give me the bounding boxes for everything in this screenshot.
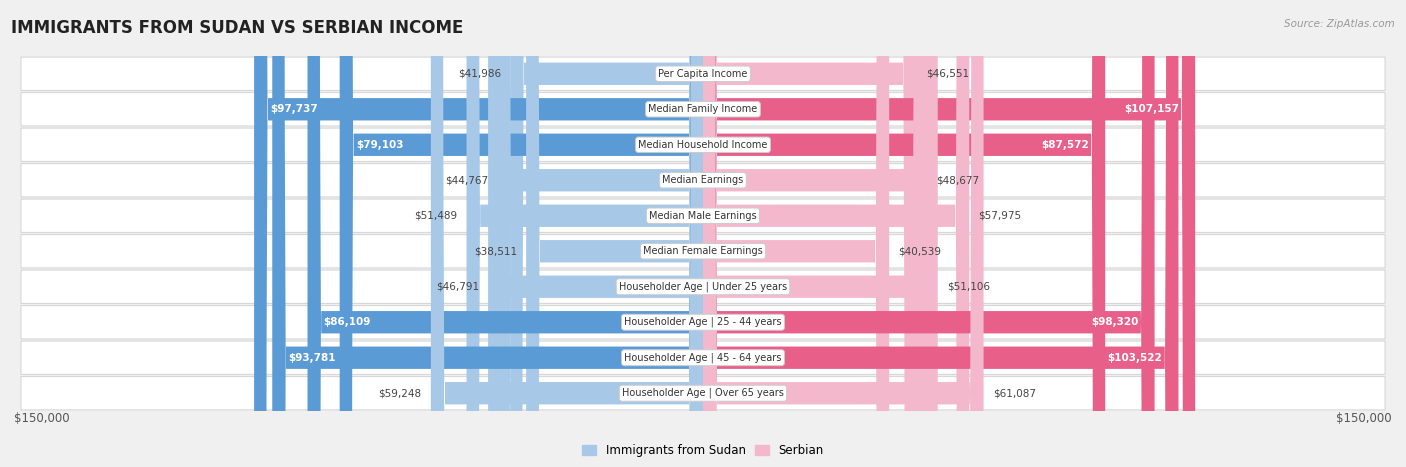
Text: $51,489: $51,489 bbox=[415, 211, 457, 221]
Text: $40,539: $40,539 bbox=[898, 246, 942, 256]
FancyBboxPatch shape bbox=[488, 0, 703, 467]
Text: Householder Age | Over 65 years: Householder Age | Over 65 years bbox=[621, 388, 785, 398]
Text: $44,767: $44,767 bbox=[446, 175, 488, 185]
FancyBboxPatch shape bbox=[703, 0, 1105, 467]
FancyBboxPatch shape bbox=[21, 270, 1385, 304]
Text: $79,103: $79,103 bbox=[356, 140, 404, 150]
FancyBboxPatch shape bbox=[21, 305, 1385, 339]
Text: $38,511: $38,511 bbox=[474, 246, 517, 256]
Text: $93,781: $93,781 bbox=[288, 353, 336, 363]
Text: $150,000: $150,000 bbox=[1336, 412, 1392, 425]
FancyBboxPatch shape bbox=[21, 199, 1385, 233]
FancyBboxPatch shape bbox=[21, 57, 1385, 91]
FancyBboxPatch shape bbox=[340, 0, 703, 467]
Text: $46,551: $46,551 bbox=[927, 69, 969, 79]
Text: Median Earnings: Median Earnings bbox=[662, 175, 744, 185]
FancyBboxPatch shape bbox=[703, 0, 1195, 467]
Text: $57,975: $57,975 bbox=[979, 211, 1022, 221]
Text: Householder Age | 25 - 44 years: Householder Age | 25 - 44 years bbox=[624, 317, 782, 327]
Text: Median Household Income: Median Household Income bbox=[638, 140, 768, 150]
Text: $107,157: $107,157 bbox=[1123, 104, 1180, 114]
FancyBboxPatch shape bbox=[510, 0, 703, 467]
FancyBboxPatch shape bbox=[21, 92, 1385, 126]
FancyBboxPatch shape bbox=[526, 0, 703, 467]
Text: $48,677: $48,677 bbox=[936, 175, 979, 185]
Text: $97,737: $97,737 bbox=[270, 104, 318, 114]
FancyBboxPatch shape bbox=[21, 376, 1385, 410]
FancyBboxPatch shape bbox=[703, 0, 917, 467]
Text: Median Family Income: Median Family Income bbox=[648, 104, 758, 114]
Text: Median Female Earnings: Median Female Earnings bbox=[643, 246, 763, 256]
Text: $46,791: $46,791 bbox=[436, 282, 479, 292]
FancyBboxPatch shape bbox=[703, 0, 1154, 467]
Text: $61,087: $61,087 bbox=[993, 388, 1036, 398]
FancyBboxPatch shape bbox=[703, 0, 927, 467]
Legend: Immigrants from Sudan, Serbian: Immigrants from Sudan, Serbian bbox=[578, 439, 828, 462]
FancyBboxPatch shape bbox=[703, 0, 969, 467]
FancyBboxPatch shape bbox=[703, 0, 938, 467]
FancyBboxPatch shape bbox=[430, 0, 703, 467]
Text: $103,522: $103,522 bbox=[1108, 353, 1163, 363]
Text: $98,320: $98,320 bbox=[1091, 317, 1139, 327]
Text: IMMIGRANTS FROM SUDAN VS SERBIAN INCOME: IMMIGRANTS FROM SUDAN VS SERBIAN INCOME bbox=[11, 19, 464, 37]
Text: $150,000: $150,000 bbox=[14, 412, 70, 425]
FancyBboxPatch shape bbox=[21, 341, 1385, 375]
Text: Householder Age | 45 - 64 years: Householder Age | 45 - 64 years bbox=[624, 353, 782, 363]
Text: Per Capita Income: Per Capita Income bbox=[658, 69, 748, 79]
FancyBboxPatch shape bbox=[703, 0, 1178, 467]
FancyBboxPatch shape bbox=[254, 0, 703, 467]
Text: $41,986: $41,986 bbox=[458, 69, 501, 79]
FancyBboxPatch shape bbox=[308, 0, 703, 467]
Text: $59,248: $59,248 bbox=[378, 388, 422, 398]
FancyBboxPatch shape bbox=[703, 0, 889, 467]
Text: $51,106: $51,106 bbox=[946, 282, 990, 292]
Text: Householder Age | Under 25 years: Householder Age | Under 25 years bbox=[619, 282, 787, 292]
Text: $86,109: $86,109 bbox=[323, 317, 371, 327]
FancyBboxPatch shape bbox=[703, 0, 984, 467]
FancyBboxPatch shape bbox=[467, 0, 703, 467]
Text: $87,572: $87,572 bbox=[1042, 140, 1090, 150]
Text: Source: ZipAtlas.com: Source: ZipAtlas.com bbox=[1284, 19, 1395, 28]
FancyBboxPatch shape bbox=[498, 0, 703, 467]
FancyBboxPatch shape bbox=[21, 234, 1385, 268]
FancyBboxPatch shape bbox=[273, 0, 703, 467]
FancyBboxPatch shape bbox=[21, 163, 1385, 197]
FancyBboxPatch shape bbox=[21, 128, 1385, 162]
Text: Median Male Earnings: Median Male Earnings bbox=[650, 211, 756, 221]
